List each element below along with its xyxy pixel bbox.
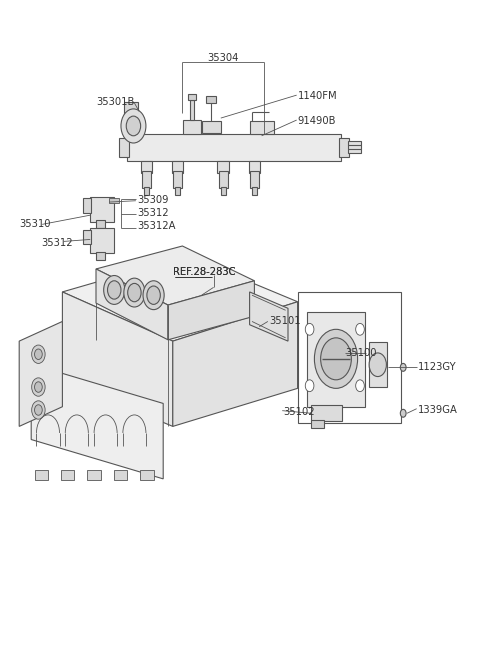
Text: 35101: 35101 [269,316,300,327]
Circle shape [32,345,45,363]
Polygon shape [250,292,288,341]
Text: 35304: 35304 [207,52,239,63]
Polygon shape [96,246,254,305]
Text: 1123GY: 1123GY [418,362,456,373]
Bar [172,161,183,173]
Circle shape [104,276,125,304]
Bar [144,187,149,195]
Bar [190,100,194,120]
Circle shape [121,109,146,143]
Polygon shape [19,321,62,426]
Bar [96,220,105,228]
Bar [83,198,91,213]
Bar [221,187,226,195]
Bar [83,230,91,244]
Bar [250,171,259,188]
Circle shape [35,349,42,359]
Bar [90,228,114,253]
Bar [183,120,201,134]
Circle shape [321,338,351,380]
Bar [124,102,138,115]
Circle shape [305,323,314,335]
Polygon shape [62,256,298,341]
Polygon shape [168,281,254,340]
Text: 1339GA: 1339GA [418,405,457,415]
Text: REF.28-283C: REF.28-283C [173,267,235,277]
Polygon shape [96,269,168,340]
Bar [249,161,260,173]
Bar [96,252,105,260]
Bar [298,292,401,423]
Bar [206,96,216,103]
Circle shape [35,382,42,392]
Bar [109,198,119,203]
Circle shape [305,380,314,392]
Text: 35309: 35309 [137,195,168,205]
Bar [307,312,365,407]
Circle shape [369,353,386,377]
Circle shape [147,286,160,304]
Text: 35102: 35102 [283,407,315,417]
Bar [141,161,152,173]
Bar [188,94,196,100]
Text: 35100: 35100 [346,348,377,358]
Text: 35301B: 35301B [96,96,134,107]
Circle shape [124,278,145,307]
Bar [219,171,228,188]
Circle shape [128,283,141,302]
Circle shape [314,329,358,388]
Bar [339,138,349,157]
Circle shape [32,401,45,419]
Circle shape [356,380,364,392]
Circle shape [126,116,141,136]
Bar [127,134,341,161]
Bar [140,470,154,480]
Text: REF.28-283C: REF.28-283C [173,267,235,277]
Bar [369,342,387,387]
Bar [311,405,342,421]
Circle shape [108,281,121,299]
Circle shape [356,323,364,335]
Bar [175,187,180,195]
Text: 35312: 35312 [41,237,72,248]
Polygon shape [173,302,298,426]
Bar [202,121,221,133]
Bar [87,470,101,480]
Bar [90,197,114,222]
Circle shape [35,405,42,415]
Polygon shape [31,364,163,479]
Bar [250,121,274,134]
Bar [348,141,361,153]
Bar [311,420,324,428]
Circle shape [143,281,164,310]
Bar [217,161,229,173]
Bar [142,171,151,188]
Circle shape [400,363,406,371]
Text: 35310: 35310 [19,219,51,230]
Circle shape [32,378,45,396]
Text: 35312: 35312 [137,208,168,218]
Text: 91490B: 91490B [298,116,336,127]
Circle shape [400,409,406,417]
Text: 1140FM: 1140FM [298,91,337,102]
Bar [252,187,257,195]
Bar [173,171,182,188]
Bar [35,470,48,480]
Polygon shape [62,292,173,426]
Bar [61,470,74,480]
Text: 35312A: 35312A [137,221,175,232]
Bar [119,138,129,157]
Bar [114,470,127,480]
